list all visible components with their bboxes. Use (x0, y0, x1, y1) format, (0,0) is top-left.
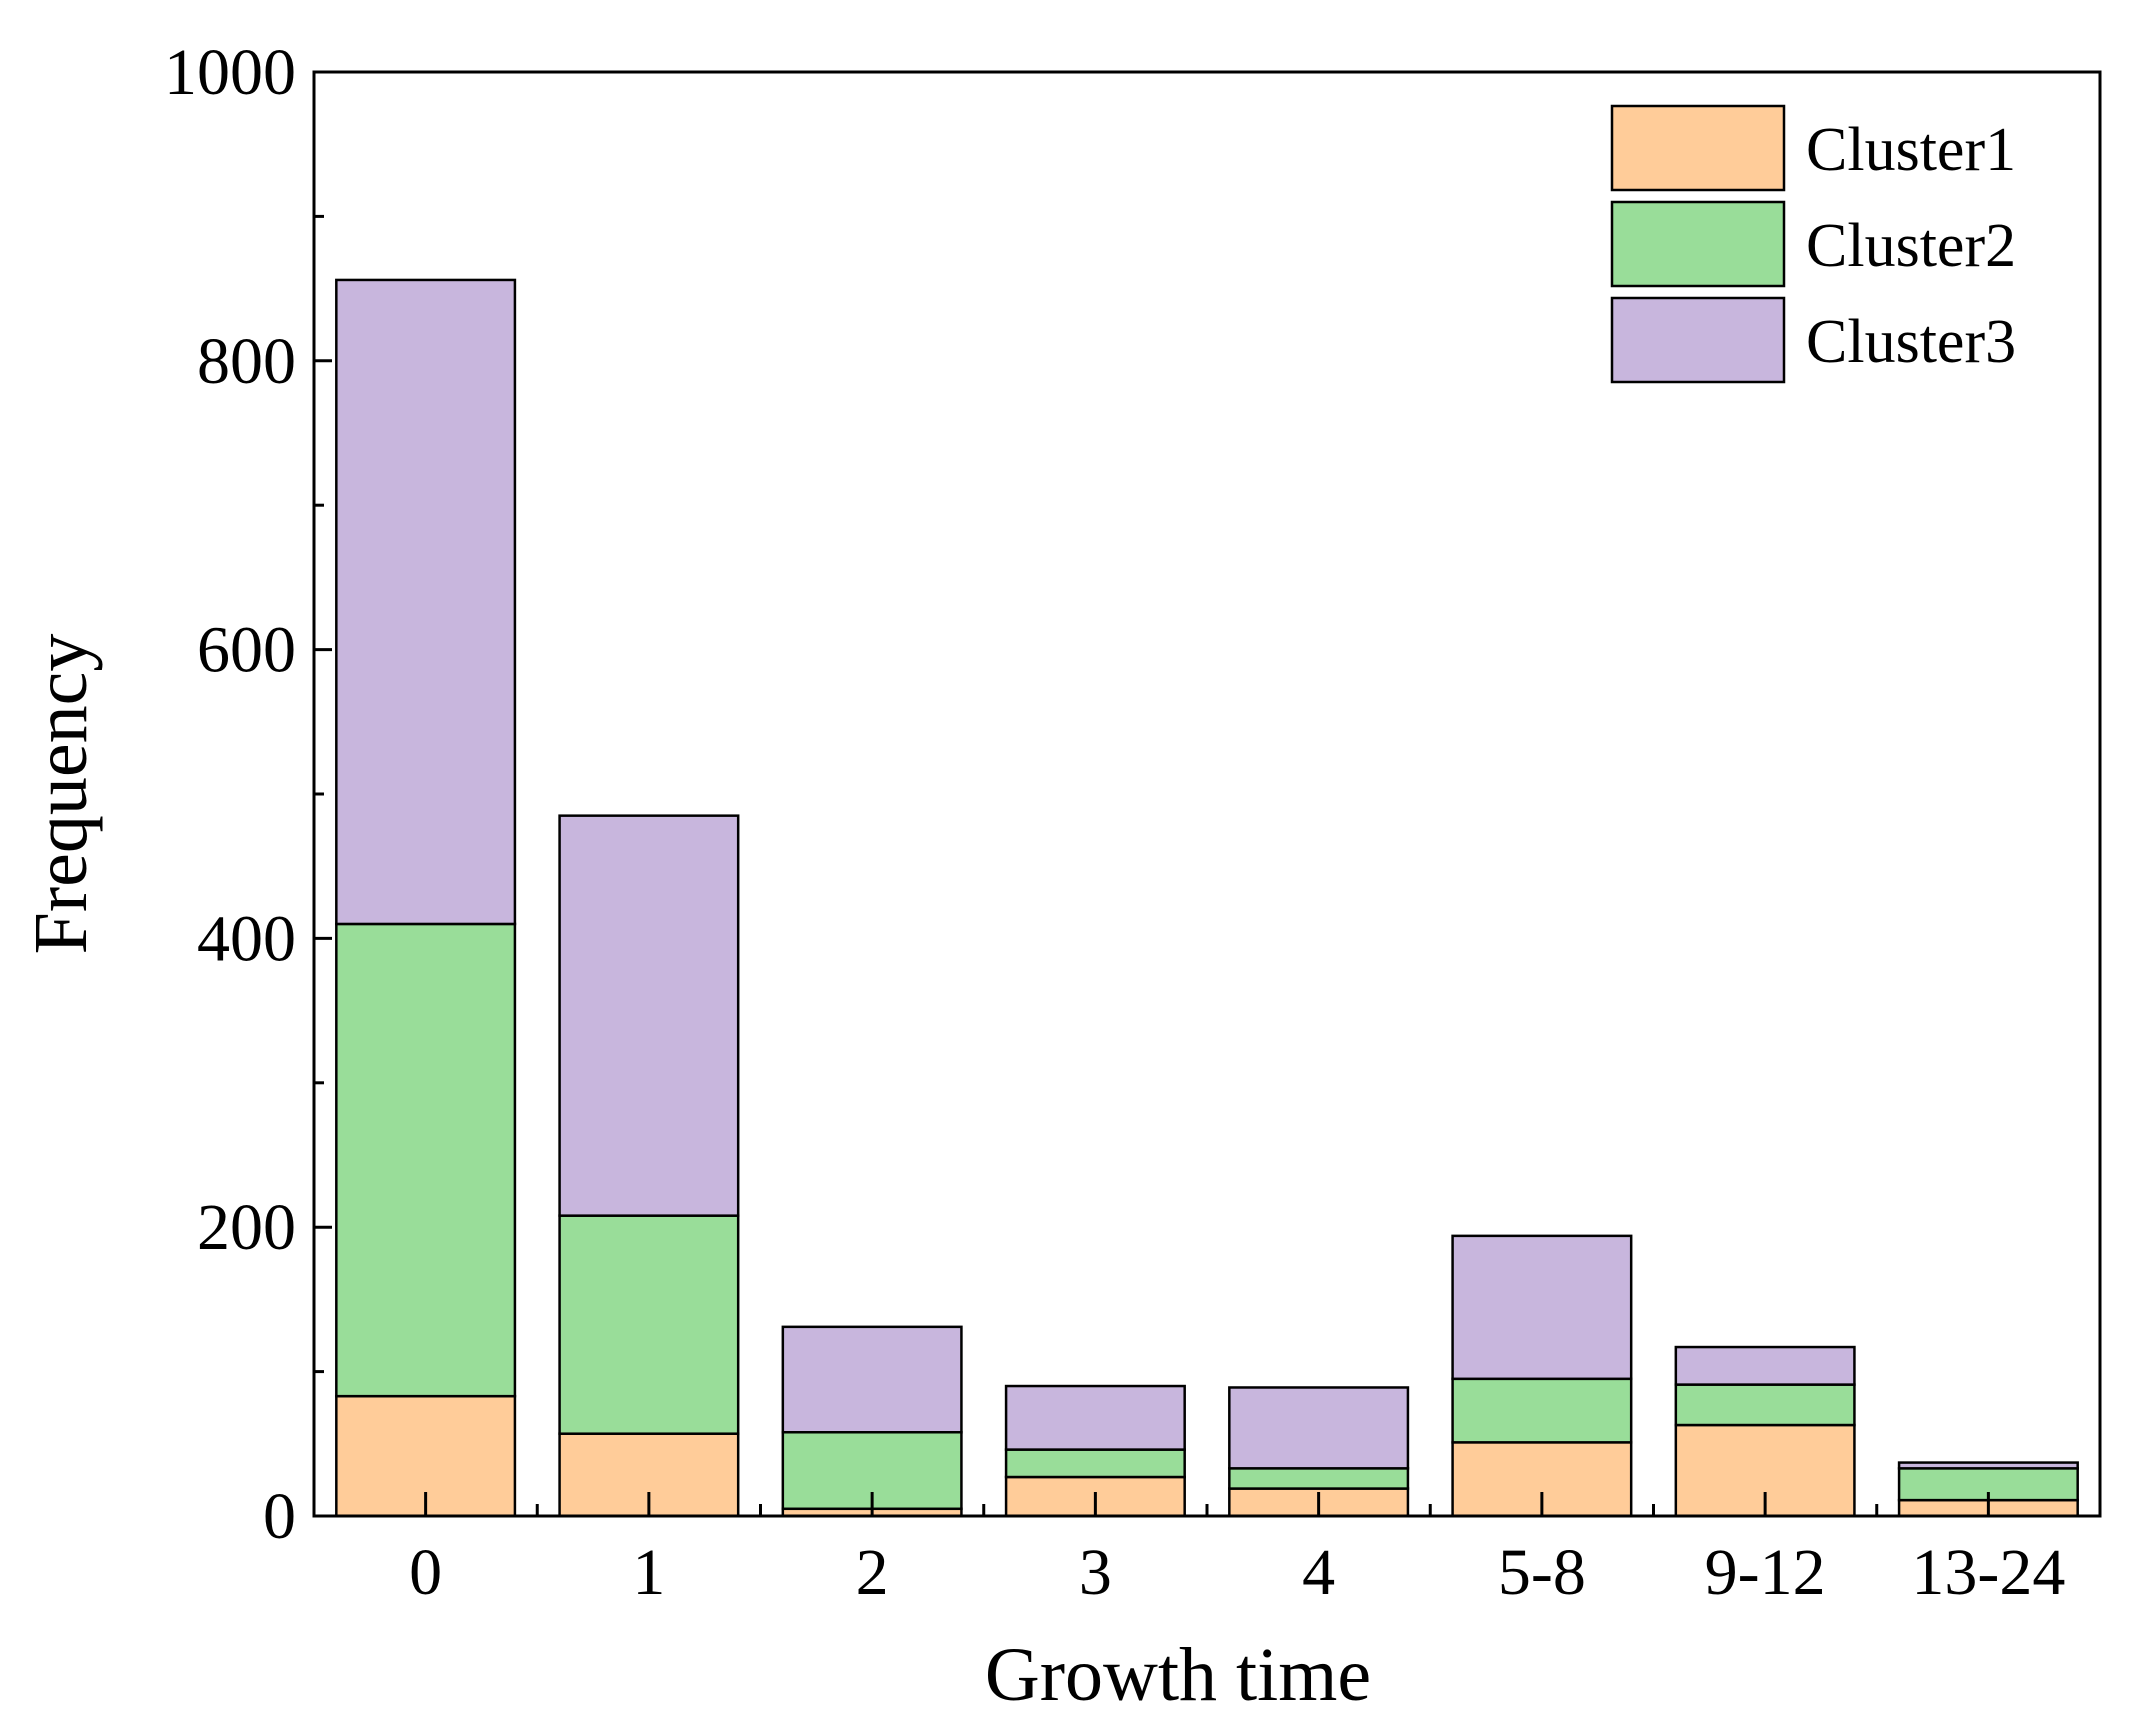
bar-cluster2-9-12 (1674, 1383, 1856, 1427)
y-tick-label: 600 (197, 614, 296, 687)
y-axis-title: Frequency (19, 634, 103, 955)
bar-cluster3-9-12 (1674, 1345, 1856, 1386)
x-tick-label-4: 4 (1302, 1536, 1335, 1609)
legend-label-cluster2: Cluster2 (1806, 212, 2016, 280)
bar-cluster2-1 (558, 1214, 740, 1435)
bar-cluster3-1 (558, 814, 740, 1217)
x-tick-label-5-8: 5-8 (1498, 1536, 1586, 1609)
bar-cluster3-4 (1228, 1386, 1410, 1470)
x-tick-label-2: 2 (856, 1536, 889, 1609)
legend-label-cluster3: Cluster3 (1806, 308, 2016, 376)
y-tick-label: 800 (197, 325, 296, 398)
x-tick-label-0: 0 (409, 1536, 442, 1609)
bar-cluster3-13-24 (1897, 1461, 2079, 1470)
y-tick-label: 200 (197, 1191, 296, 1264)
bar-cluster2-4 (1228, 1467, 1410, 1490)
legend-swatch-cluster1 (1610, 104, 1786, 192)
x-axis-title: Growth time (985, 1633, 1371, 1717)
bars-layer (335, 278, 2079, 1518)
bar-cluster2-3 (1004, 1448, 1186, 1479)
bar-cluster3-2 (781, 1325, 963, 1434)
legend: Cluster1 Cluster2 Cluster3 (1610, 104, 2016, 384)
legend-swatch-cluster2 (1610, 200, 1786, 288)
y-tick-label: 400 (197, 902, 296, 975)
y-tick-label: 1000 (164, 36, 296, 109)
x-tick-label-13-24: 13-24 (1911, 1536, 2065, 1609)
bar-cluster3-0 (335, 278, 517, 926)
y-tick-label: 0 (263, 1480, 296, 1553)
x-tick-label-9-12: 9-12 (1705, 1536, 1826, 1609)
bar-cluster3-5-8 (1451, 1234, 1633, 1381)
bar-cluster2-0 (335, 922, 517, 1398)
bar-cluster3-3 (1004, 1384, 1186, 1451)
legend-swatch-cluster3 (1610, 296, 1786, 384)
axes-layer: 0 200 400 600 800 1000 0 1 2 3 4 5-8 9-12 13-24 (164, 36, 2065, 1609)
x-tick-label-3: 3 (1079, 1536, 1112, 1609)
bar-cluster2-5-8 (1451, 1377, 1633, 1444)
legend-label-cluster1: Cluster1 (1806, 116, 2016, 184)
x-tick-label-1: 1 (632, 1536, 665, 1609)
